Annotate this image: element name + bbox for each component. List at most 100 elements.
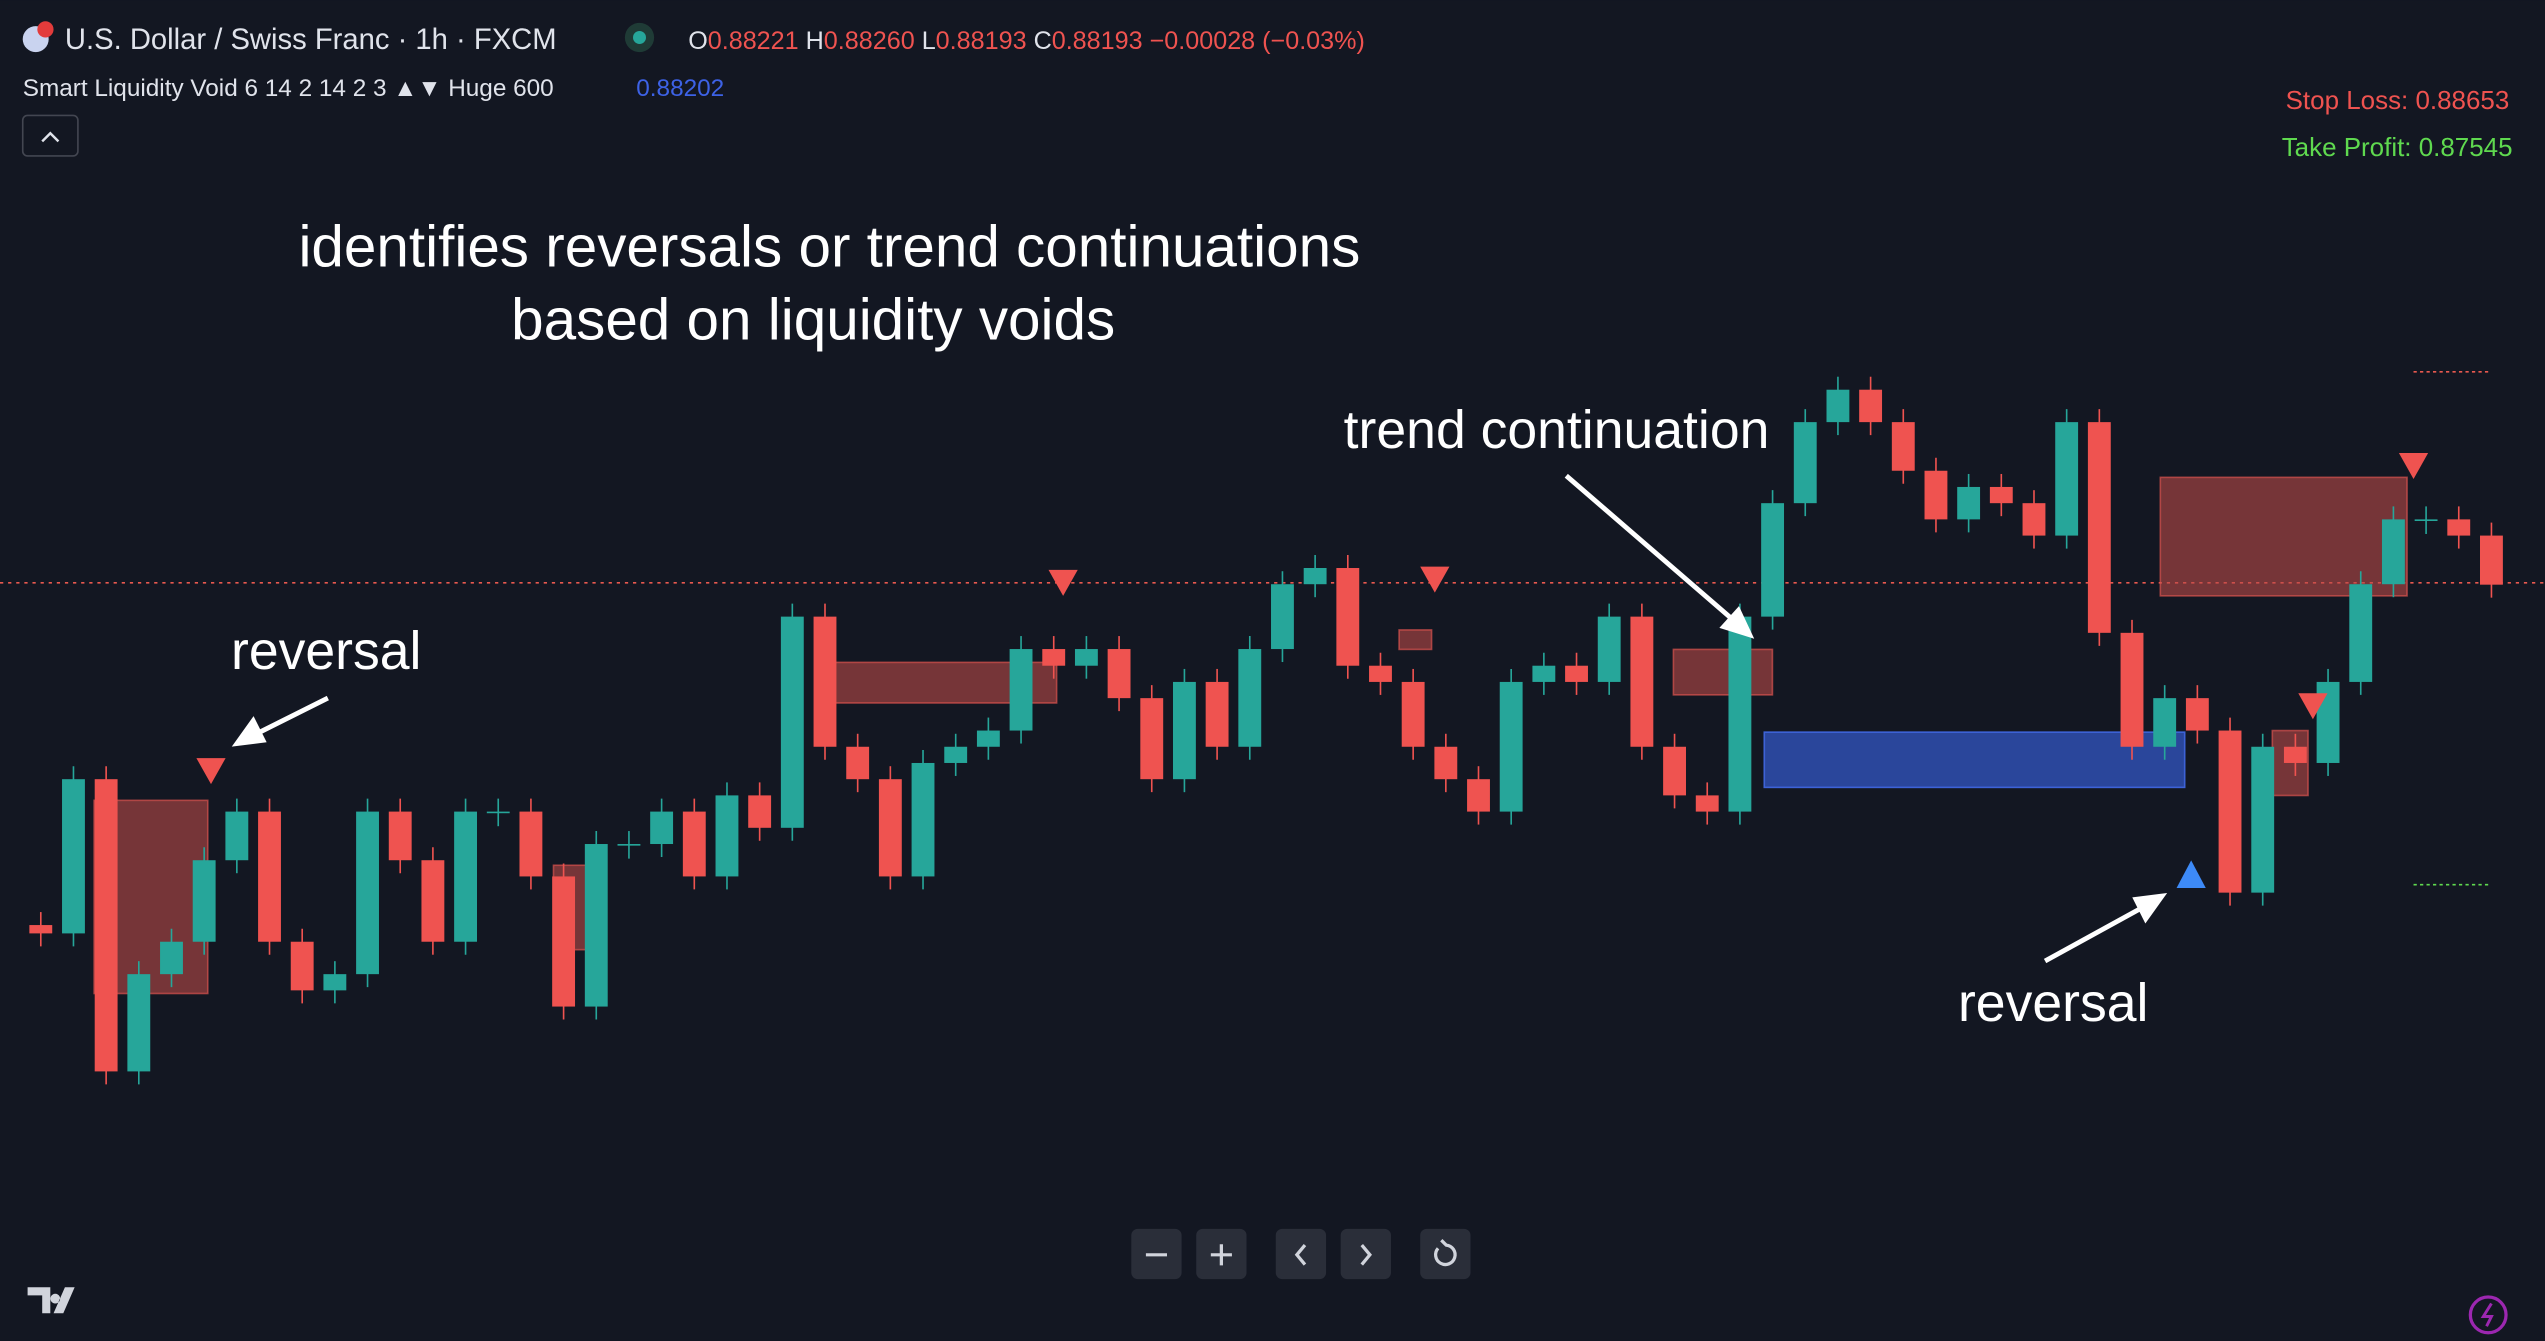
candle	[1793, 422, 1817, 504]
candle	[1565, 665, 1588, 682]
candle	[388, 811, 412, 861]
candle	[486, 811, 510, 814]
ohlc-value: 0.88193	[1052, 27, 1143, 55]
candle	[2153, 698, 2177, 747]
indicator-name[interactable]: Smart Liquidity Void 6 14 2 14 2 3 ▲▼ Hu…	[23, 75, 554, 102]
collapse-button[interactable]	[21, 114, 79, 157]
price-change: −0.00028 (−0.03%)	[1150, 27, 1365, 55]
candle	[1009, 649, 1033, 731]
candle	[846, 746, 870, 780]
candle	[650, 811, 674, 845]
candle	[780, 616, 804, 828]
candle	[94, 779, 118, 1072]
icon	[1360, 1244, 1372, 1266]
power-button[interactable]	[2468, 1295, 2508, 1335]
headline: identifies reversals or trend continuati…	[298, 214, 1360, 279]
candle	[323, 974, 347, 991]
candle	[1499, 681, 1523, 812]
candle	[1597, 616, 1621, 682]
candle	[1695, 795, 1719, 812]
ohlc-value: 0.88260	[824, 27, 915, 55]
candle	[976, 730, 1000, 747]
candle	[2087, 422, 2111, 633]
market-status	[633, 31, 646, 44]
candle	[1271, 584, 1294, 650]
annotation: reversal	[231, 622, 421, 681]
candle	[1140, 698, 1164, 780]
arrow-head	[2132, 893, 2168, 924]
candle	[552, 876, 576, 1007]
candle	[944, 746, 968, 763]
candle	[1989, 486, 2013, 504]
arrow-head	[231, 716, 267, 747]
icon	[1294, 1244, 1307, 1266]
candles	[29, 376, 2503, 1085]
candle	[2022, 503, 2046, 536]
candle	[911, 762, 935, 877]
arrows	[231, 473, 2168, 964]
ohlc-label: O	[688, 27, 708, 55]
candle	[2349, 584, 2373, 682]
sell-signal	[1048, 569, 1078, 596]
candle	[1891, 422, 1915, 471]
candle	[1107, 649, 1131, 699]
candle	[2251, 746, 2275, 893]
bullish-void-zone	[1763, 731, 2186, 789]
candle	[1957, 486, 1981, 520]
plot-area	[0, 371, 2545, 1085]
candle	[878, 779, 902, 877]
candle	[454, 811, 478, 942]
indicator-value: 0.88202	[636, 75, 724, 102]
ohlc-label: H	[806, 27, 824, 55]
candle	[1761, 503, 1785, 617]
candle	[1467, 779, 1490, 812]
void-zone	[2159, 476, 2408, 597]
candle	[1042, 649, 1066, 666]
candle	[584, 844, 608, 1007]
candle	[715, 795, 739, 877]
buy-signal	[2176, 860, 2206, 888]
candle	[2381, 519, 2405, 585]
void-zone	[1672, 648, 1774, 696]
take-profit-label: Take Profit: 0.87545	[2282, 132, 2513, 162]
icon	[1433, 1239, 1457, 1267]
arrow	[1564, 473, 1736, 623]
ohlc-label: C	[1034, 27, 1052, 55]
scroll-right-button[interactable]	[1340, 1228, 1391, 1280]
candle	[2414, 519, 2438, 521]
annotation: trend continuation	[1344, 401, 1770, 460]
scroll-left-button[interactable]	[1275, 1228, 1327, 1280]
icon	[1210, 1244, 1232, 1266]
headline: based on liquidity voids	[511, 287, 1115, 352]
candle	[1369, 665, 1392, 682]
candle	[1826, 389, 1850, 423]
arrow	[2043, 905, 2144, 964]
tradingview-logo[interactable]	[27, 1287, 75, 1314]
void-zone	[2271, 729, 2309, 797]
candle	[1303, 568, 1327, 585]
sell-signal	[1420, 566, 1450, 593]
symbol-icon	[37, 21, 54, 38]
candle	[192, 860, 216, 942]
candle	[1238, 649, 1262, 747]
candle	[2055, 422, 2079, 536]
candle	[62, 779, 85, 934]
candle	[1728, 616, 1752, 812]
candle	[1924, 470, 1948, 520]
candle	[421, 860, 445, 942]
annotations: identifies reversals or trend continuati…	[231, 214, 2148, 1033]
candle	[682, 811, 706, 877]
sell-signal	[2298, 693, 2328, 720]
reset-button[interactable]	[1420, 1228, 1471, 1280]
annotation: reversal	[1958, 974, 2148, 1033]
candle	[1205, 681, 1229, 747]
candle	[258, 811, 281, 942]
ohlc-value: 0.88221	[708, 27, 799, 55]
candle	[2185, 698, 2209, 731]
arrow	[255, 695, 329, 736]
sell-signals	[196, 453, 2429, 785]
candle	[127, 974, 151, 1072]
candle	[1434, 746, 1458, 780]
candle	[1172, 681, 1196, 780]
